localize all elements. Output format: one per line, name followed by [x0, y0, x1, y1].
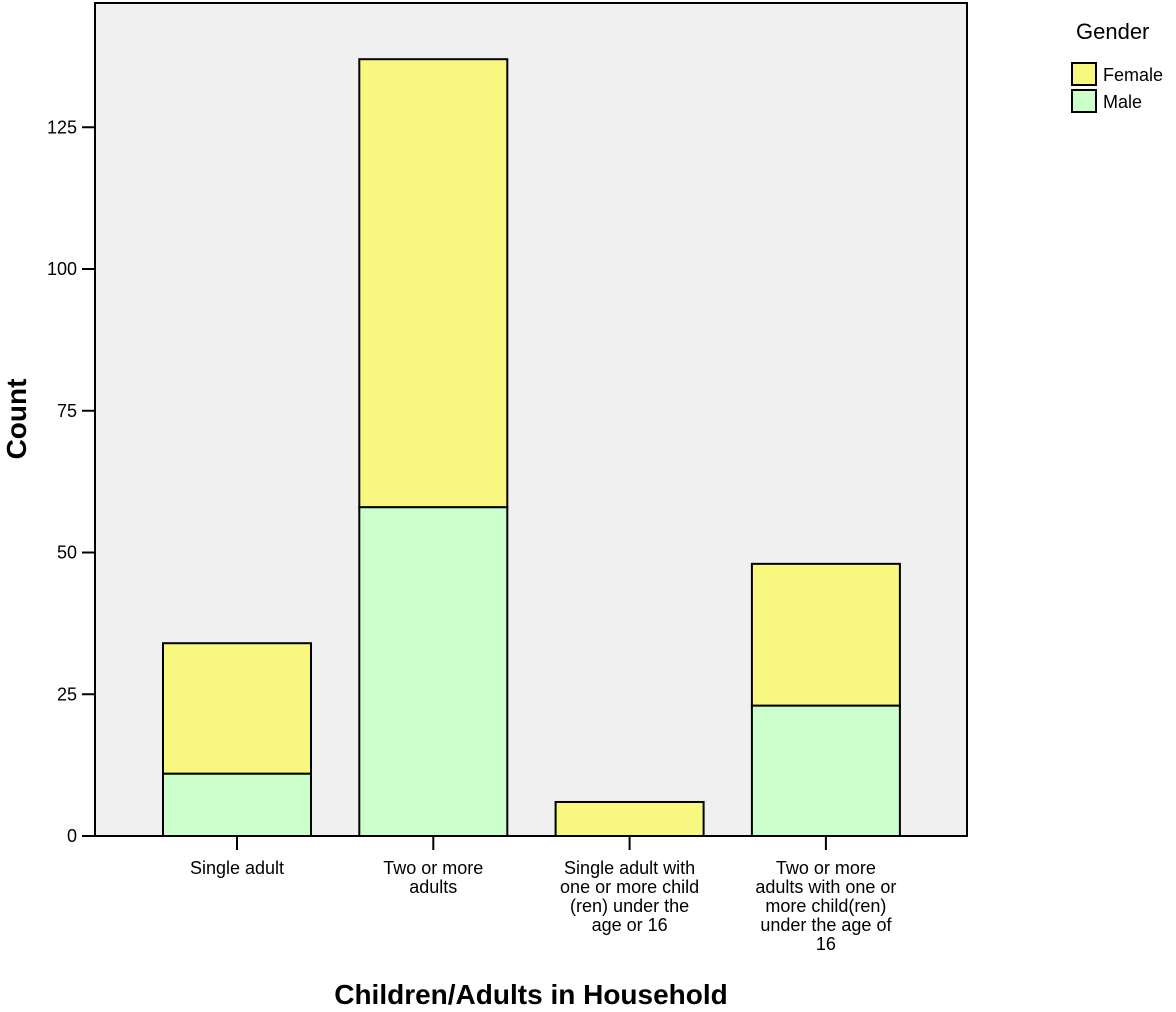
x-tick-label: Single adult with one or more child (ren) … [560, 858, 699, 935]
y-tick-label: 75 [57, 401, 77, 421]
legend-swatch-male [1071, 89, 1097, 113]
y-axis: 0 25 50 75 100 125 [47, 117, 95, 846]
x-tick-label: Two or more adults [383, 858, 483, 897]
y-tick-label: 0 [67, 826, 77, 846]
y-tick-label: 25 [57, 684, 77, 704]
legend-label-male: Male [1103, 92, 1142, 112]
legend-label-female: Female [1103, 65, 1163, 85]
bar-segment-female [162, 642, 312, 775]
bar-segment-female [750, 562, 901, 707]
y-axis-title: Count [1, 379, 32, 460]
bar-segment-female [554, 800, 705, 837]
x-axis: Single adult Two or more adults Single adul… [190, 836, 896, 954]
legend-items: Female Male [1071, 62, 1163, 113]
x-tick-label: Two or more adults with one or more child(… [755, 858, 896, 954]
bar-segment-male [750, 704, 901, 838]
legend-swatch-female [1071, 62, 1097, 86]
bar-segment-male [358, 506, 509, 837]
y-tick-label: 100 [47, 259, 77, 279]
bar-segment-male [162, 772, 312, 838]
bars-group [162, 58, 901, 838]
legend: Gender Female Male [1071, 19, 1163, 113]
legend-title: Gender [1076, 19, 1149, 44]
x-tick-label: Single adult [190, 858, 284, 878]
x-axis-title: Children/Adults in Household [334, 979, 728, 1010]
y-tick-label: 50 [57, 543, 77, 563]
y-tick-label: 125 [47, 117, 77, 137]
bar-segment-female [358, 58, 509, 509]
